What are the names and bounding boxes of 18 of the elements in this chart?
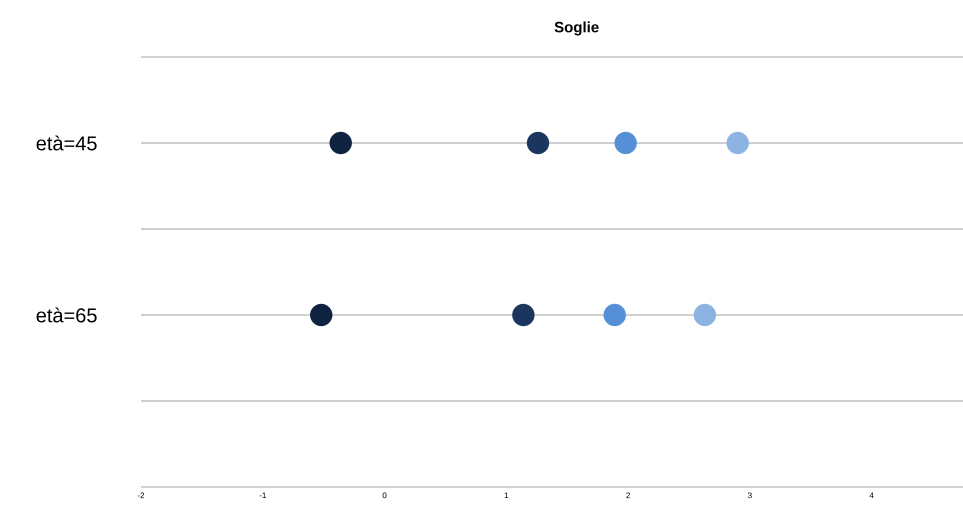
x-tick-label: 2: [626, 492, 630, 498]
point: [330, 132, 352, 154]
point: [526, 132, 550, 154]
x-tick-label: -2: [138, 492, 144, 498]
point: [694, 304, 716, 326]
x-tick-label: 4: [870, 492, 874, 498]
y-tick-label: età=45: [36, 136, 97, 150]
point: [310, 304, 332, 326]
chart-title: Soglie: [554, 21, 599, 36]
y-tick-label: età=65: [36, 308, 97, 322]
point: [614, 132, 637, 154]
point: [726, 132, 749, 154]
x-tick-label: 0: [382, 492, 386, 498]
x-tick-label: 3: [748, 492, 752, 498]
point: [604, 304, 626, 326]
x-tick-label: 1: [504, 492, 508, 498]
point: [512, 304, 535, 326]
x-tick-label: -1: [260, 492, 266, 498]
